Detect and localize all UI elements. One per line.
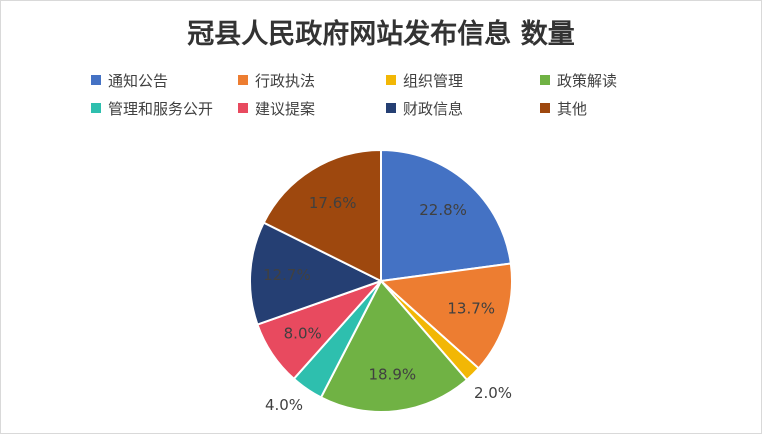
pie-slice (249, 221, 384, 326)
pie-slice (378, 262, 513, 370)
pie-slice (380, 148, 512, 283)
legend-swatch (91, 75, 101, 85)
legend-label: 其他 (557, 99, 588, 118)
legend-swatch (386, 103, 396, 113)
data-label: 2.0% (474, 384, 512, 402)
pie-slice (319, 279, 469, 413)
legend-label: 行政执法 (255, 71, 316, 90)
legend-label: 财政信息 (403, 99, 464, 118)
pie-slice (262, 148, 382, 283)
data-label: 8.0% (284, 325, 322, 343)
legend-swatch (91, 103, 101, 113)
data-label: 22.8% (419, 201, 467, 219)
legend-label: 建议提案 (255, 99, 316, 118)
legend-item: 政策解读 (540, 70, 617, 90)
data-label: 18.9% (368, 366, 416, 384)
legend-label: 政策解读 (557, 71, 618, 90)
legend-item: 其他 (540, 98, 587, 118)
legend-item: 财政信息 (386, 98, 463, 118)
data-label: 4.0% (265, 396, 303, 414)
legend-item: 通知公告 (91, 70, 168, 90)
legend-item: 组织管理 (386, 70, 463, 90)
legend-swatch (386, 75, 396, 85)
legend-swatch (238, 75, 248, 85)
legend-swatch (540, 75, 550, 85)
legend-label: 组织管理 (403, 71, 464, 90)
legend-item: 建议提案 (238, 98, 315, 118)
data-label: 13.7% (447, 300, 495, 318)
legend-item: 管理和服务公开 (91, 98, 213, 118)
data-label: 17.6% (309, 194, 357, 212)
chart-title: 冠县人民政府网站发布信息 数量 (187, 19, 575, 50)
data-label: 12.7% (263, 266, 311, 284)
legend-item: 行政执法 (238, 70, 315, 90)
legend-label: 通知公告 (108, 71, 169, 90)
legend-swatch (238, 103, 248, 113)
legend-swatch (540, 103, 550, 113)
legend-label: 管理和服务公开 (108, 99, 214, 118)
